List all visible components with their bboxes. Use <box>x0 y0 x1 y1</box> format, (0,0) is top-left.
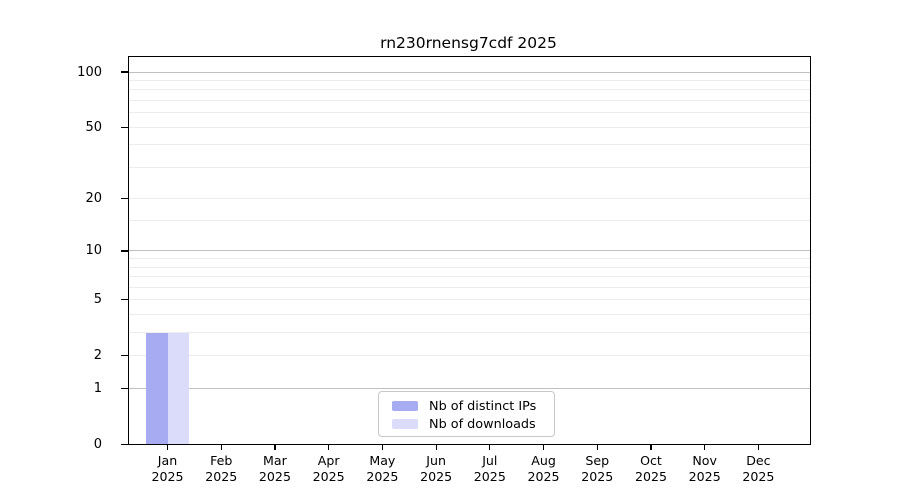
x-tick-label-month: Oct <box>640 453 662 468</box>
x-tick-label-month: Sep <box>585 453 610 468</box>
plot-area: 0 1 2 5 10 20 50 100 Jan 2025 Feb 2025 Mar 2025 Apr 202… <box>77 56 811 484</box>
bar-nb-of-distinct-ips <box>146 332 168 444</box>
x-tick-label-month: Jun <box>426 453 446 468</box>
x-tick-label-month: Dec <box>746 453 771 468</box>
x-tick <box>596 444 598 450</box>
y-gridline-minor <box>129 166 810 168</box>
y-gridline-minor <box>129 112 810 114</box>
x-tick-label: Mar 2025 <box>243 453 307 484</box>
y-gridline-minor <box>129 89 810 91</box>
x-tick-label-month: Apr <box>317 453 340 468</box>
y-gridline-minor <box>129 355 810 357</box>
x-tick-label-month: Jul <box>482 453 498 468</box>
y-gridline-minor <box>129 314 810 316</box>
y-gridline-minor <box>129 100 810 101</box>
x-tick-label-month: Aug <box>531 453 556 468</box>
legend-label-distinct-ips: Nb of distinct IPs <box>429 398 537 414</box>
y-gridline-minor <box>129 299 810 301</box>
x-tick-label-year: 2025 <box>151 468 184 484</box>
x-tick <box>381 444 383 450</box>
y-tick-label: 5 <box>93 292 102 308</box>
chart-title: rn230rnensg7cdf 2025 <box>380 34 557 52</box>
x-tick-label-year: 2025 <box>742 468 775 484</box>
y-tick-label: 0 <box>93 437 102 452</box>
y-gridline-minor <box>129 266 810 268</box>
x-tick <box>328 444 330 450</box>
x-tick-label: Sep 2025 <box>565 453 629 484</box>
legend-swatch-downloads <box>392 419 418 429</box>
x-tick <box>489 444 491 450</box>
x-tick-label: Apr 2025 <box>297 453 361 484</box>
x-tick-label: May 2025 <box>350 453 414 484</box>
x-tick <box>542 444 545 450</box>
x-tick-label-month: May <box>369 453 396 468</box>
y-tick <box>121 71 128 73</box>
y-tick-label: 100 <box>77 64 102 80</box>
y-tick-label: 20 <box>85 191 102 207</box>
x-tick-label-month: Jan <box>157 453 178 468</box>
x-tick-label-year: 2025 <box>205 468 238 484</box>
y-tick-label: 1 <box>93 381 102 397</box>
x-tick-label-year: 2025 <box>420 468 453 484</box>
legend-item-downloads: Nb of downloads <box>392 415 554 433</box>
y-tick <box>121 387 128 390</box>
x-tick-label: Feb 2025 <box>189 453 253 484</box>
x-tick-label: Aug 2025 <box>512 453 576 484</box>
x-tick-label-year: 2025 <box>688 468 721 484</box>
y-tick-label: 10 <box>85 243 102 259</box>
y-gridline-minor <box>129 276 810 278</box>
x-tick-label-month: Nov <box>692 453 717 468</box>
x-tick-label-year: 2025 <box>366 468 399 484</box>
y-gridline-minor <box>129 79 810 81</box>
y-tick-label: 50 <box>85 119 102 135</box>
y-tick <box>121 443 128 446</box>
legend-swatch-distinct-ips <box>392 401 418 411</box>
y-gridline-minor <box>129 126 810 128</box>
y-gridline-major <box>129 71 810 73</box>
y-tick-label: 2 <box>93 348 102 364</box>
bar-nb-of-downloads <box>167 332 189 444</box>
x-tick-label: Oct 2025 <box>619 453 683 484</box>
x-tick <box>166 444 169 450</box>
x-tick-label-year: 2025 <box>527 468 560 484</box>
legend-label-downloads: Nb of downloads <box>429 416 536 432</box>
y-gridline-minor <box>129 198 810 200</box>
x-tick-label-year: 2025 <box>473 468 506 484</box>
y-gridline-minor <box>129 220 810 222</box>
x-tick <box>650 444 652 450</box>
x-tick-label: Dec 2025 <box>726 453 790 484</box>
x-tick-label: Jul 2025 <box>458 453 522 484</box>
chart-legend: Nb of distinct IPs Nb of downloads <box>378 391 555 437</box>
x-tick-label-year: 2025 <box>258 468 291 484</box>
x-tick-label: Jun 2025 <box>404 453 468 484</box>
y-gridline-minor <box>129 332 810 334</box>
x-tick-label: Jan 2025 <box>136 453 200 484</box>
y-gridline-minor <box>129 258 810 260</box>
legend-item-distinct-ips: Nb of distinct IPs <box>392 397 554 415</box>
y-tick <box>121 250 128 252</box>
x-tick <box>435 444 437 450</box>
x-tick-label: Nov 2025 <box>673 453 737 484</box>
y-gridline-minor <box>129 286 810 288</box>
x-tick-label-month: Mar <box>263 453 287 468</box>
y-gridline-minor <box>129 144 810 146</box>
y-gridline-major <box>129 388 810 390</box>
x-tick-label-year: 2025 <box>634 468 667 484</box>
x-tick <box>704 444 706 450</box>
x-tick-label-year: 2025 <box>581 468 614 484</box>
y-gridline-major <box>129 250 810 252</box>
x-tick <box>220 444 222 450</box>
x-tick <box>274 444 276 450</box>
y-tick <box>121 126 128 128</box>
x-tick <box>757 444 759 450</box>
x-tick-label-year: 2025 <box>312 468 345 484</box>
y-tick <box>121 299 128 301</box>
x-tick-label-month: Feb <box>210 453 233 468</box>
y-tick <box>121 198 128 200</box>
y-tick <box>121 355 128 357</box>
